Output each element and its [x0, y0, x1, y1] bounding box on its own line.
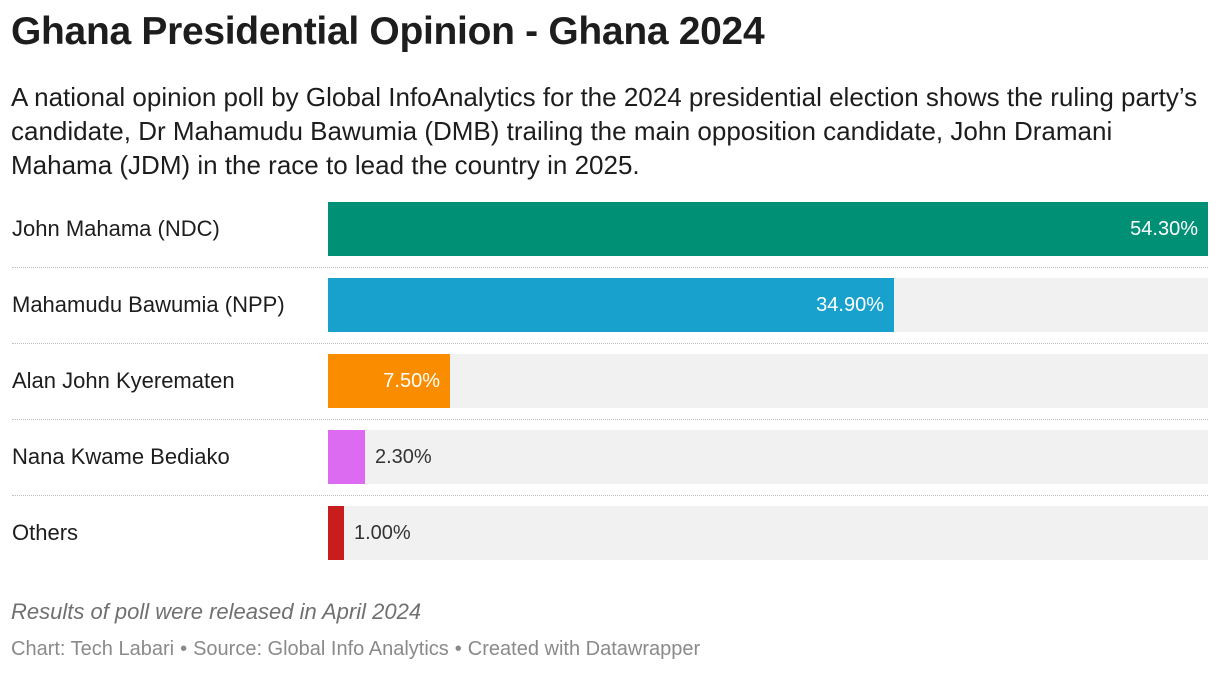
- bar-track: 34.90%: [328, 278, 1208, 332]
- bar-row: Others 1.00%: [0, 506, 1220, 560]
- row-divider: [12, 495, 1208, 496]
- chart-subtitle: A national opinion poll by Global InfoAn…: [11, 82, 1198, 180]
- footer-separator: •: [454, 638, 462, 660]
- chart-footer: Chart: Tech Labari • Source: Global Info A…: [11, 638, 700, 661]
- row-divider: [12, 419, 1208, 420]
- bar[interactable]: [328, 278, 894, 332]
- bar-track: 54.30%: [328, 202, 1208, 256]
- bar-row: Alan John Kyerematen 7.50%: [0, 354, 1220, 408]
- chart-credit: Chart: Tech Labari: [11, 638, 175, 660]
- bar-row: John Mahama (NDC) 54.30%: [0, 202, 1220, 256]
- category-label: Mahamudu Bawumia (NPP): [12, 292, 285, 317]
- bar-track: 7.50%: [328, 354, 1208, 408]
- chart-note: Results of poll were released in April 2…: [11, 599, 422, 624]
- row-divider: [12, 267, 1208, 268]
- footer-separator: •: [180, 638, 188, 660]
- bar-chart: John Mahama (NDC) 54.30% Mahamudu Bawumia …: [0, 202, 1220, 562]
- value-label: 34.90%: [816, 294, 884, 316]
- value-label: 1.00%: [354, 522, 411, 544]
- category-label: Others: [12, 520, 79, 545]
- bar-row: Mahamudu Bawumia (NPP) 34.90%: [0, 278, 1220, 332]
- row-divider: [12, 343, 1208, 344]
- category-label: John Mahama (NDC): [12, 216, 220, 241]
- bar-track: 1.00%: [328, 506, 1208, 560]
- bar[interactable]: [328, 354, 450, 408]
- category-label: Alan John Kyerematen: [12, 368, 235, 393]
- bar-track: 2.30%: [328, 430, 1208, 484]
- source-link[interactable]: Source: Global Info Analytics: [193, 638, 449, 660]
- bar[interactable]: [328, 430, 365, 484]
- value-label: 2.30%: [375, 446, 432, 468]
- value-label: 54.30%: [1130, 218, 1198, 240]
- datawrapper-link[interactable]: Created with Datawrapper: [467, 638, 701, 660]
- bar[interactable]: [328, 202, 1208, 256]
- category-label: Nana Kwame Bediako: [12, 444, 230, 469]
- bar[interactable]: [328, 506, 344, 560]
- bar-row: Nana Kwame Bediako 2.30%: [0, 430, 1220, 484]
- chart-title: Ghana Presidential Opinion - Ghana 2024: [11, 10, 765, 53]
- value-label: 7.50%: [383, 370, 440, 392]
